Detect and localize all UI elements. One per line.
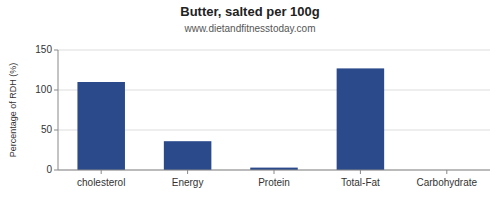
x-tick	[360, 170, 361, 174]
x-tick-label: cholesterol	[77, 177, 125, 188]
y-tick	[54, 90, 58, 91]
x-axis: cholesterol Energy Protein Total-Fat Carbohy…	[58, 170, 490, 188]
x-tick	[187, 170, 188, 174]
y-axis: 0 50 100 150	[35, 44, 58, 175]
y-tick	[54, 130, 58, 131]
grid-line	[58, 50, 490, 51]
chart-container: Butter, salted per 100g www.dietandfitnes…	[0, 0, 500, 200]
bar	[337, 68, 385, 170]
y-tick-label: 100	[35, 84, 52, 95]
chart-title: Butter, salted per 100g	[180, 4, 319, 19]
y-tick	[54, 50, 58, 51]
y-axis-label: Percentage of RDH (%)	[8, 63, 18, 158]
y-tick	[54, 170, 58, 171]
x-tick-label: Energy	[172, 177, 204, 188]
bar	[164, 141, 212, 170]
y-tick-label: 50	[41, 124, 53, 135]
x-tick-label: Protein	[258, 177, 290, 188]
chart-svg: Butter, salted per 100g www.dietandfitnes…	[0, 0, 500, 200]
x-tick	[446, 170, 447, 174]
x-tick	[101, 170, 102, 174]
y-axis-line	[58, 50, 59, 170]
y-tick-label: 150	[35, 44, 52, 55]
bar	[77, 82, 125, 170]
x-tick	[274, 170, 275, 174]
y-tick-label: 0	[46, 164, 52, 175]
grid	[58, 50, 490, 170]
bars	[77, 68, 384, 170]
chart-subtitle: www.dietandfitnesstoday.com	[184, 23, 316, 34]
x-tick-label: Total-Fat	[341, 177, 380, 188]
x-tick-label: Carbohydrate	[417, 177, 478, 188]
